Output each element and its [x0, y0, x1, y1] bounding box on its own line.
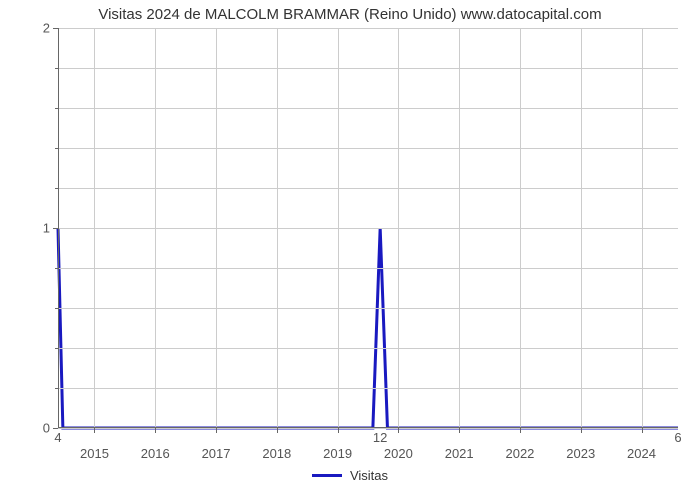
x-tick-label: 2021: [445, 446, 474, 461]
x-tick-mark: [94, 428, 95, 433]
grid-line-horizontal: [58, 428, 678, 429]
grid-line-horizontal-minor: [58, 308, 678, 309]
y-tick-mark: [53, 428, 58, 429]
y-minor-tick-mark: [55, 388, 58, 389]
legend: Visitas: [0, 464, 700, 483]
x-tick-mark: [155, 428, 156, 433]
x-tick-label: 2019: [323, 446, 352, 461]
x-tick-label: 2024: [627, 446, 656, 461]
legend-swatch: [312, 474, 342, 477]
x-tick-mark: [581, 428, 582, 433]
x-tick-mark: [459, 428, 460, 433]
grid-line-horizontal-minor: [58, 268, 678, 269]
grid-line-horizontal-minor: [58, 388, 678, 389]
series-polyline: [58, 228, 678, 428]
grid-line-horizontal-minor: [58, 188, 678, 189]
x-tick-label: 2023: [566, 446, 595, 461]
secondary-x-label: 4: [54, 430, 61, 445]
x-tick-label: 2016: [141, 446, 170, 461]
grid-line-horizontal: [58, 28, 678, 29]
y-tick-label: 0: [30, 421, 50, 436]
y-axis-line: [58, 28, 59, 428]
y-minor-tick-mark: [55, 148, 58, 149]
grid-line-horizontal-minor: [58, 68, 678, 69]
x-tick-label: 2018: [262, 446, 291, 461]
y-minor-tick-mark: [55, 108, 58, 109]
x-tick-label: 2015: [80, 446, 109, 461]
grid-line-horizontal-minor: [58, 108, 678, 109]
y-tick-label: 2: [30, 21, 50, 36]
x-tick-label: 2022: [505, 446, 534, 461]
secondary-x-label: 12: [373, 430, 387, 445]
grid-line-horizontal-minor: [58, 148, 678, 149]
chart-frame: Visitas 2024 de MALCOLM BRAMMAR (Reino U…: [0, 0, 700, 500]
grid-line-horizontal: [58, 228, 678, 229]
y-minor-tick-mark: [55, 348, 58, 349]
x-tick-mark: [642, 428, 643, 433]
x-tick-mark: [520, 428, 521, 433]
y-minor-tick-mark: [55, 268, 58, 269]
x-axis-line: [58, 427, 678, 428]
x-tick-mark: [338, 428, 339, 433]
y-tick-mark: [53, 228, 58, 229]
x-tick-mark: [398, 428, 399, 433]
chart-title: Visitas 2024 de MALCOLM BRAMMAR (Reino U…: [0, 6, 700, 23]
y-tick-mark: [53, 28, 58, 29]
secondary-x-label: 6: [674, 430, 681, 445]
x-tick-label: 2020: [384, 446, 413, 461]
x-tick-mark: [216, 428, 217, 433]
x-tick-label: 2017: [202, 446, 231, 461]
y-tick-label: 1: [30, 221, 50, 236]
plot-area: [58, 28, 678, 428]
grid-line-horizontal-minor: [58, 348, 678, 349]
x-tick-mark: [277, 428, 278, 433]
y-minor-tick-mark: [55, 68, 58, 69]
y-minor-tick-mark: [55, 188, 58, 189]
legend-label: Visitas: [350, 468, 388, 483]
y-minor-tick-mark: [55, 308, 58, 309]
legend-item: Visitas: [312, 468, 388, 483]
